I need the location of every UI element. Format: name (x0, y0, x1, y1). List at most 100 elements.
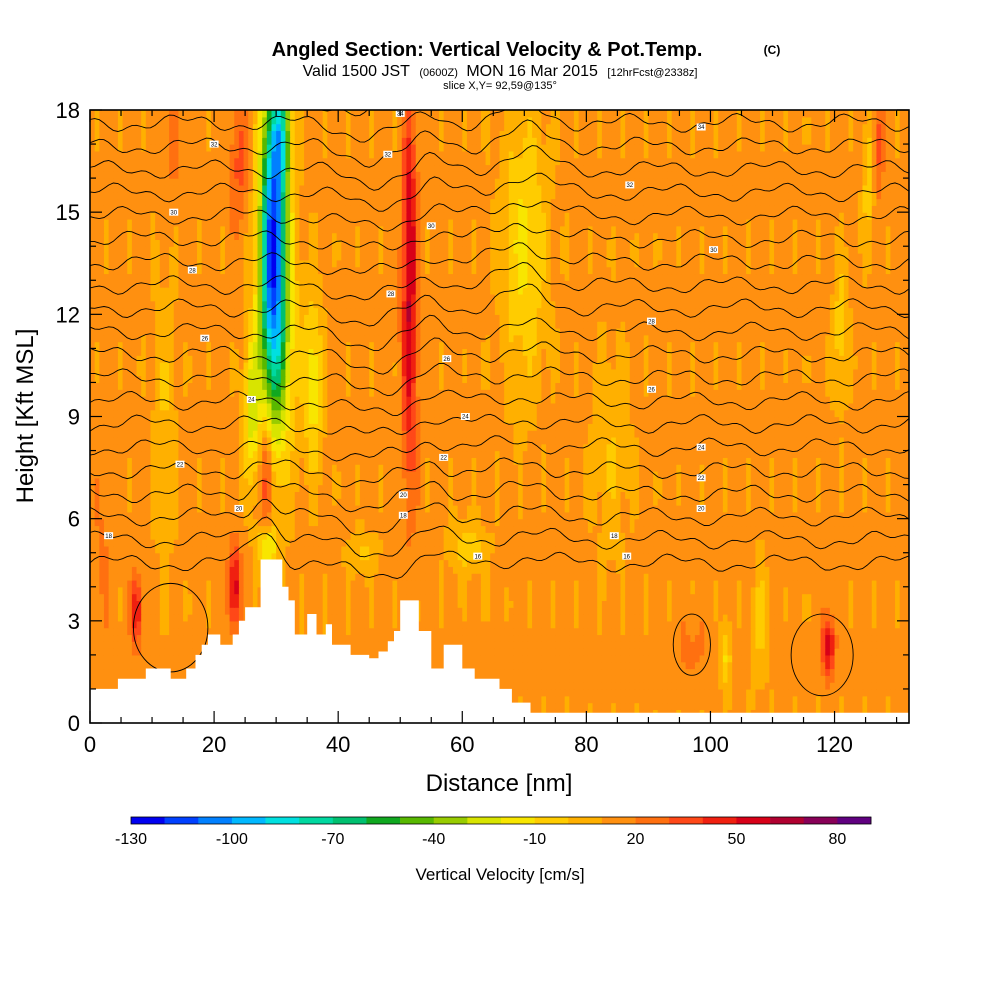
field-cell (727, 682, 733, 690)
field-cell (769, 566, 775, 574)
field-cell (466, 579, 473, 588)
field-cell (704, 702, 710, 710)
field-cell (559, 566, 566, 574)
field-cell (620, 566, 626, 574)
field-cell (383, 566, 389, 574)
field-cell (299, 627, 305, 636)
field-cell (587, 682, 594, 690)
field-cell (229, 573, 235, 581)
field-cell (853, 620, 859, 629)
field-cell (527, 695, 533, 704)
field-cell (429, 614, 435, 622)
field-cell (159, 654, 166, 663)
field-cell (159, 648, 166, 656)
field-cell (722, 573, 729, 581)
field-cell (359, 539, 366, 547)
field-cell (811, 573, 817, 581)
field-cell (690, 552, 696, 561)
field-cell (178, 641, 184, 649)
field-cell (713, 675, 719, 683)
field-cell (378, 586, 384, 595)
field-cell (327, 559, 333, 567)
field-cell (499, 539, 505, 547)
field-cell (94, 552, 100, 561)
field-cell (899, 586, 905, 595)
field-cell (117, 648, 124, 656)
field-cell (881, 579, 887, 588)
field-cell (601, 593, 608, 601)
field-cell (890, 593, 896, 601)
field-cell (150, 532, 156, 540)
field-cell (411, 552, 417, 561)
field-cell (815, 620, 822, 629)
field-cell (490, 661, 496, 670)
field-cell (90, 648, 96, 656)
field-cell (383, 607, 389, 615)
field-cell (103, 539, 110, 547)
field-cell (485, 559, 491, 567)
field-cell (722, 607, 729, 615)
field-cell (397, 532, 403, 540)
field-cell (480, 607, 487, 615)
field-cell (364, 566, 370, 574)
field-cell (671, 688, 677, 697)
field-cell (625, 634, 631, 642)
field-cell (183, 668, 189, 676)
field-cell (117, 641, 124, 649)
field-cell (243, 573, 249, 581)
field-cell (150, 648, 156, 656)
field-cell (718, 641, 724, 649)
field-cell (369, 648, 375, 656)
field-cell (685, 552, 691, 561)
field-cell (471, 600, 477, 608)
field-cell (383, 545, 389, 554)
field-cell (606, 579, 612, 588)
field-cell (508, 539, 515, 547)
field-cell (220, 525, 226, 533)
field-cell (178, 668, 184, 676)
field-cell (871, 614, 878, 622)
field-cell (215, 593, 221, 601)
field-cell (694, 614, 701, 622)
field-cell (639, 675, 645, 683)
field-cell (718, 552, 724, 561)
field-cell (583, 600, 589, 608)
field-cell (704, 579, 710, 588)
field-cell (597, 702, 603, 710)
field-cell (173, 607, 180, 615)
field-cell (210, 552, 217, 561)
field-cell (769, 620, 775, 629)
field-cell (820, 648, 826, 656)
field-cell (592, 627, 598, 636)
field-cell (583, 566, 589, 574)
field-cell (857, 627, 864, 636)
field-cell (676, 552, 682, 561)
field-cell (192, 600, 198, 608)
subtitle-prefix: Valid 1500 JST (303, 63, 411, 80)
field-cell (783, 579, 789, 588)
field-cell (425, 620, 431, 629)
field-cell (601, 620, 608, 629)
field-cell (620, 627, 626, 636)
field-cell (229, 539, 235, 547)
field-cell (99, 525, 105, 533)
field-cell (183, 627, 189, 636)
field-cell (164, 559, 170, 567)
field-cell (536, 688, 542, 697)
field-cell (99, 586, 105, 595)
field-cell (653, 539, 659, 547)
field-cell (722, 559, 729, 567)
field-cell (801, 668, 808, 676)
field-cell (122, 648, 128, 656)
field-cell (783, 545, 789, 554)
field-cell (532, 634, 538, 642)
field-cell (99, 648, 105, 656)
field-cell (732, 620, 738, 629)
field-cell (657, 579, 663, 588)
field-cell (876, 627, 882, 636)
field-cell (625, 586, 631, 595)
field-cell (443, 614, 449, 622)
field-cell (704, 573, 710, 581)
field-cell (862, 566, 868, 574)
field-cell (173, 566, 180, 574)
